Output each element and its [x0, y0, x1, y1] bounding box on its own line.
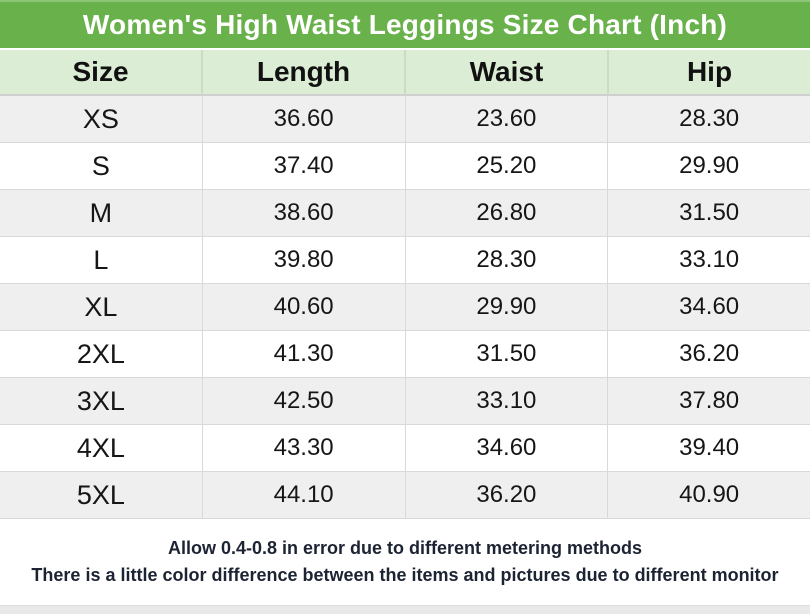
- table-body: XS 36.60 23.60 28.30 S 37.40 25.20 29.90 M 38.60 2…: [0, 96, 810, 519]
- value-cell: 41.30: [202, 331, 406, 378]
- table-row: 2XL 41.30 31.50 36.20: [0, 331, 810, 378]
- value-cell: 34.60: [608, 284, 810, 331]
- value-cell: 29.90: [608, 143, 810, 190]
- value-cell: 33.10: [608, 237, 810, 284]
- size-cell: XL: [0, 284, 203, 331]
- table-row: XS 36.60 23.60 28.30: [0, 96, 810, 143]
- value-cell: 31.50: [405, 331, 609, 378]
- value-cell: 40.90: [608, 472, 810, 519]
- table-row: XL 40.60 29.90 34.60: [0, 284, 810, 331]
- value-cell: 31.50: [608, 190, 810, 237]
- column-header-waist: Waist: [406, 50, 609, 96]
- chart-title: Women's High Waist Leggings Size Chart (…: [82, 9, 728, 40]
- size-cell: 5XL: [0, 472, 203, 519]
- divider: [0, 48, 810, 50]
- column-header-hip: Hip: [609, 50, 810, 96]
- value-cell: 39.80: [202, 237, 406, 284]
- column-header-size: Size: [0, 50, 203, 96]
- value-cell: 36.60: [202, 96, 406, 143]
- table-row: L 39.80 28.30 33.10: [0, 237, 810, 284]
- value-cell: 26.80: [405, 190, 609, 237]
- table-row: M 38.60 26.80 31.50: [0, 190, 810, 237]
- value-cell: 28.30: [608, 96, 810, 143]
- size-cell: 2XL: [0, 331, 203, 378]
- value-cell: 25.20: [405, 143, 609, 190]
- table-row: 5XL 44.10 36.20 40.90: [0, 472, 810, 519]
- table-row: S 37.40 25.20 29.90: [0, 143, 810, 190]
- value-cell: 40.60: [202, 284, 406, 331]
- size-cell: L: [0, 237, 203, 284]
- footer-note-color-difference: There is a little color difference betwe…: [31, 564, 779, 585]
- value-cell: 37.80: [608, 378, 810, 425]
- size-cell: 4XL: [0, 425, 203, 472]
- value-cell: 43.30: [202, 425, 406, 472]
- size-cell: XS: [0, 96, 203, 143]
- value-cell: 34.60: [405, 425, 609, 472]
- value-cell: 29.90: [405, 284, 609, 331]
- chart-title-bar: Women's High Waist Leggings Size Chart (…: [0, 0, 810, 48]
- value-cell: 36.20: [405, 472, 609, 519]
- value-cell: 23.60: [405, 96, 609, 143]
- table-row: 4XL 43.30 34.60 39.40: [0, 425, 810, 472]
- value-cell: 44.10: [202, 472, 406, 519]
- value-cell: 36.20: [608, 331, 810, 378]
- value-cell: 33.10: [405, 378, 609, 425]
- size-cell: S: [0, 143, 203, 190]
- table-header-row: Size Length Waist Hip: [0, 50, 810, 96]
- value-cell: 42.50: [202, 378, 406, 425]
- size-cell: M: [0, 190, 203, 237]
- footer-note-error-tolerance: Allow 0.4-0.8 in error due to different …: [167, 538, 643, 559]
- footer-notes: Allow 0.4-0.8 in error due to different …: [0, 519, 810, 605]
- value-cell: 38.60: [202, 190, 406, 237]
- value-cell: 28.30: [405, 237, 609, 284]
- column-header-length: Length: [203, 50, 406, 96]
- size-cell: 3XL: [0, 378, 203, 425]
- value-cell: 37.40: [202, 143, 406, 190]
- table-row: 3XL 42.50 33.10 37.80: [0, 378, 810, 425]
- value-cell: 39.40: [608, 425, 810, 472]
- bottom-edge-strip: [0, 605, 810, 614]
